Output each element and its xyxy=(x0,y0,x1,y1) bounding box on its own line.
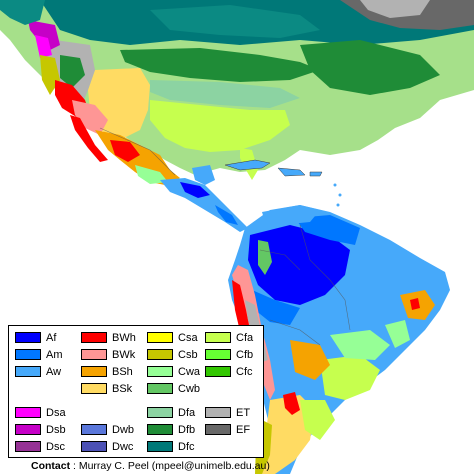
legend-code: Cfb xyxy=(236,349,254,361)
legend-swatch xyxy=(147,383,173,394)
legend-swatch xyxy=(205,407,231,418)
legend-swatch xyxy=(147,332,173,343)
legend-code: Dsa xyxy=(46,407,66,419)
north-america-landmass xyxy=(0,0,474,185)
legend-swatch xyxy=(147,407,173,418)
central-america-landmass xyxy=(160,165,248,232)
south-america-landmass xyxy=(228,205,450,474)
contact-line: Contact : Murray C. Peel (mpeel@unimelb.… xyxy=(31,460,270,472)
legend-code: Am xyxy=(46,349,63,361)
legend-code: Cwb xyxy=(178,383,201,395)
legend-swatch xyxy=(15,407,41,418)
legend-swatch xyxy=(147,424,173,435)
legend-swatch xyxy=(147,366,173,377)
legend-swatch xyxy=(205,349,231,360)
legend-code: Dfa xyxy=(178,407,196,419)
legend-code: BSk xyxy=(112,383,133,395)
legend-code: Cfa xyxy=(236,332,254,344)
legend-code: Af xyxy=(46,332,57,344)
legend-code: Cwa xyxy=(178,366,201,378)
legend-code: Dwc xyxy=(112,441,134,453)
legend-swatch xyxy=(15,332,41,343)
legend-swatch xyxy=(205,332,231,343)
legend-swatch xyxy=(81,349,107,360)
contact-text: : Murray C. Peel (mpeel@unimelb.edu.au) xyxy=(70,460,270,472)
legend-code: BSh xyxy=(112,366,133,378)
legend-swatch xyxy=(81,441,107,452)
legend-code: Dsb xyxy=(46,424,66,436)
legend-code: ET xyxy=(236,407,251,419)
legend-code: EF xyxy=(236,424,251,436)
legend-code: Csb xyxy=(178,349,198,361)
contact-label: Contact xyxy=(31,460,71,472)
legend-swatch xyxy=(15,349,41,360)
legend-swatch xyxy=(81,332,107,343)
legend-swatch xyxy=(15,441,41,452)
legend-swatch xyxy=(147,349,173,360)
legend-swatch xyxy=(147,441,173,452)
legend-swatch xyxy=(81,424,107,435)
legend-code: Csa xyxy=(178,332,198,344)
greenland-landmass xyxy=(340,0,474,30)
legend-swatch xyxy=(15,366,41,377)
legend-code: Dfb xyxy=(178,424,196,436)
country-borders xyxy=(99,127,351,346)
legend-code: Dsc xyxy=(46,441,65,453)
legend-code: Dwb xyxy=(112,424,135,436)
legend-code: Cfc xyxy=(236,366,253,378)
legend-swatch xyxy=(81,366,107,377)
legend-code: Dfc xyxy=(178,441,195,453)
legend-swatch xyxy=(205,366,231,377)
legend-swatch xyxy=(15,424,41,435)
legend-swatch xyxy=(205,424,231,435)
legend-swatch xyxy=(81,383,107,394)
legend-code: BWk xyxy=(112,349,136,361)
legend-code: Aw xyxy=(46,366,62,378)
legend-code: BWh xyxy=(112,332,136,344)
caribbean-islands xyxy=(224,159,342,207)
climate-legend: Af Am Aw Dsa Dsb Dsc BWh BWk BSh BSk Dwb Dwc Csa Csb C… xyxy=(8,325,264,458)
